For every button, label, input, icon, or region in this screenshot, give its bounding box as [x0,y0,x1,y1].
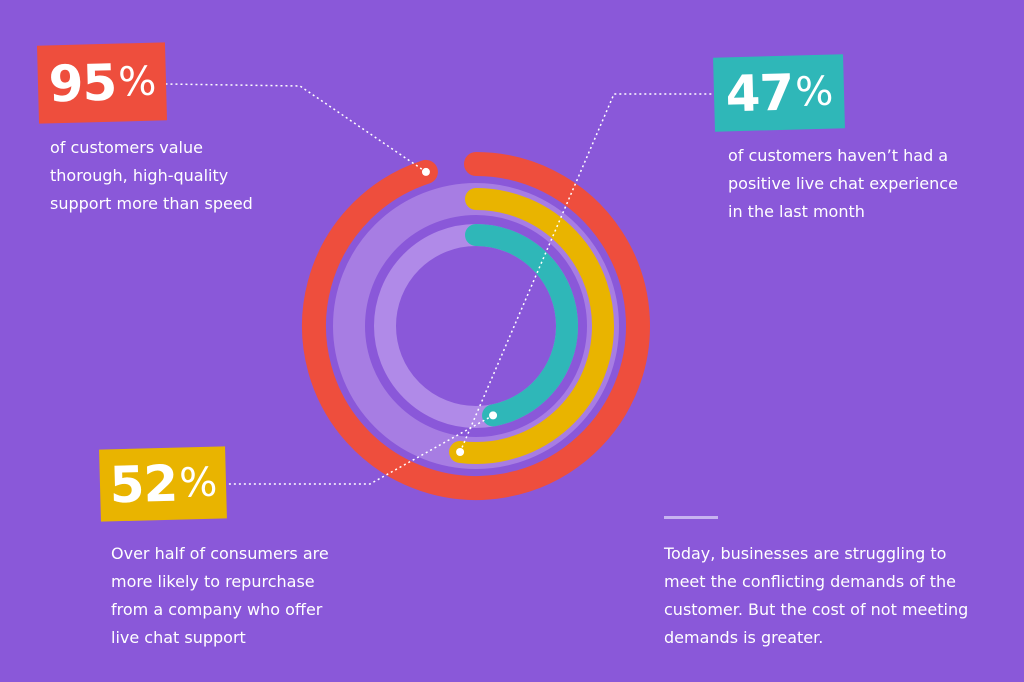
divider [664,516,718,519]
stat-47-description: of customers haven’t had a positive live… [728,142,958,226]
note-line: customer. But the cost of not meeting [664,600,969,619]
stat-52-line: from a company who offer [111,600,323,619]
stat-95-line: thorough, high-quality [50,166,229,185]
stat-95-line: of customers value [50,138,203,157]
stat-52-unit: % [178,459,217,507]
stat-95-description: of customers value thorough, high-qualit… [50,134,253,218]
stat-52-line: Over half of consumers are [111,544,329,563]
stat-95-badge: 95% [37,42,167,124]
leader-line [459,93,714,453]
stat-47-line: in the last month [728,202,865,221]
stat-95-value: 95 [47,53,118,114]
closing-note: Today, businesses are struggling to meet… [664,540,968,652]
radial-bar-95 [302,152,650,500]
stat-52-value: 52 [108,454,179,515]
stat-95-line: support more than speed [50,194,253,213]
stat-47-unit: % [794,68,833,116]
stat-47-line: positive live chat experience [728,174,958,193]
note-line: meet the conflicting demands of the [664,572,956,591]
stat-95-unit: % [117,58,156,106]
radial-bar-47 [465,224,578,427]
leader-line [226,414,494,485]
note-line: demands is greater. [664,628,824,647]
radial-bar-52 [449,188,614,464]
stat-52-badge: 52% [99,446,227,522]
stat-47-line: of customers haven’t had a [728,146,949,165]
stat-52-line: live chat support [111,628,246,647]
stat-52-description: Over half of consumers are more likely t… [111,540,329,652]
leader-line [165,83,427,173]
stat-52-line: more likely to repurchase [111,572,315,591]
stat-47-badge: 47% [713,54,845,132]
note-line: Today, businesses are struggling to [664,544,947,563]
stat-47-value: 47 [724,63,795,124]
